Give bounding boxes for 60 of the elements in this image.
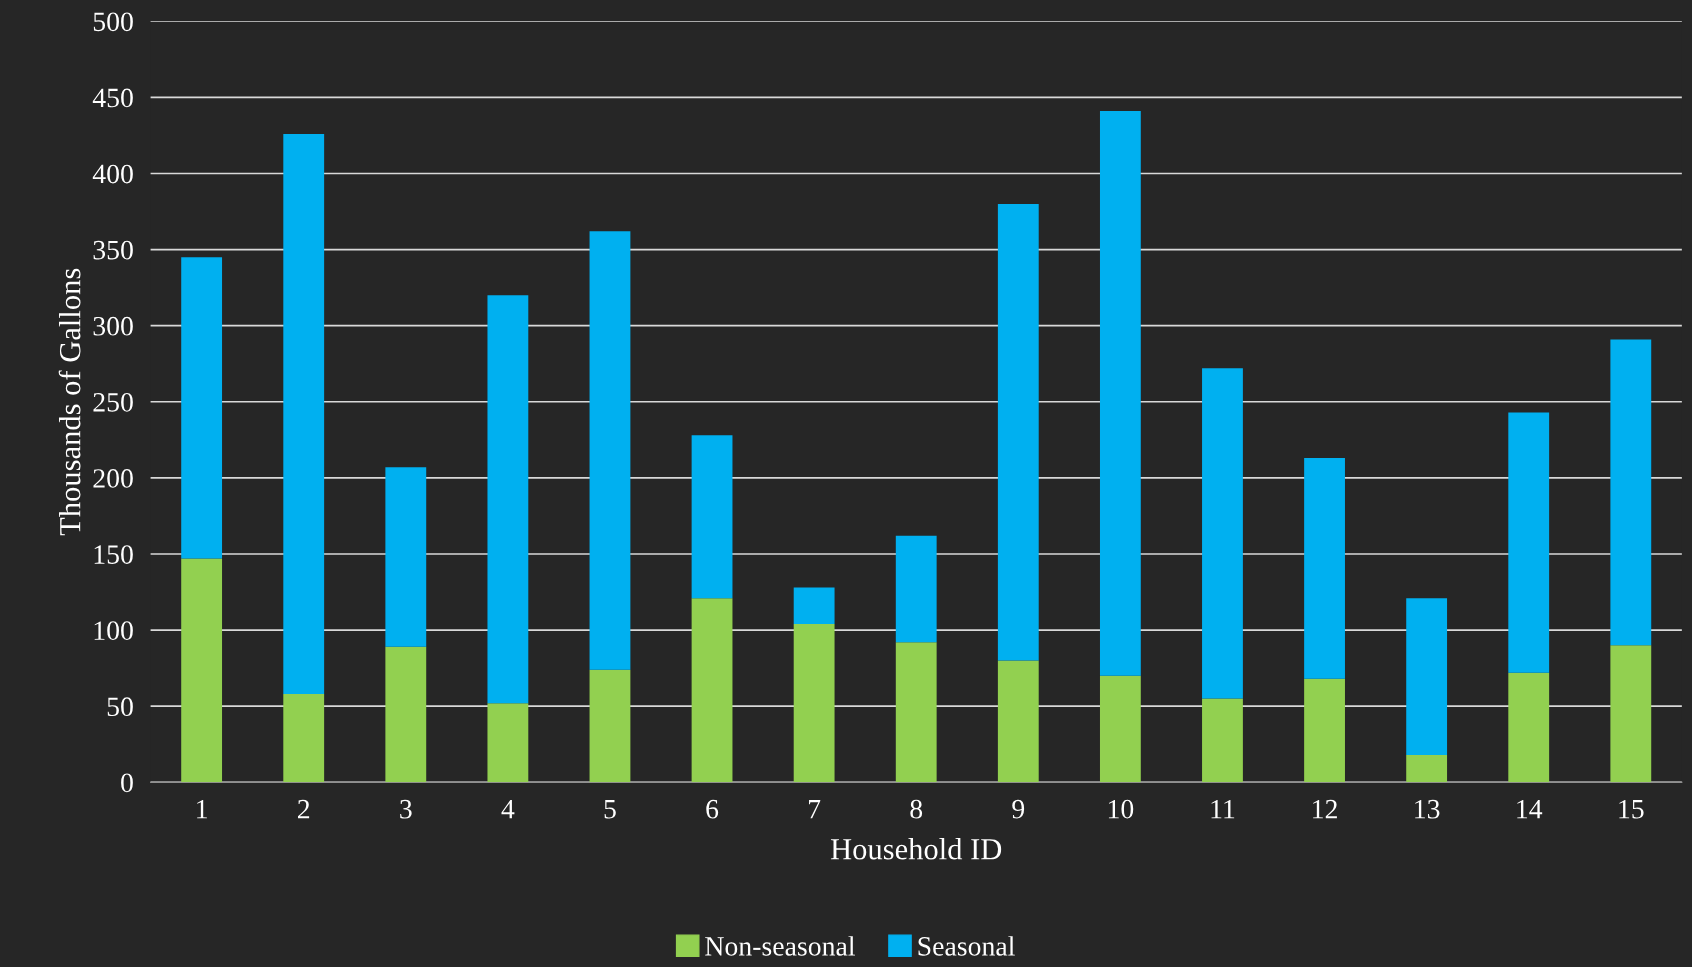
x-tick-label: 12 bbox=[1313, 799, 1337, 819]
x-tick-label: 9 bbox=[1012, 799, 1025, 819]
x-tick-label: 1 bbox=[197, 799, 207, 819]
y-tick-label: 350 bbox=[93, 240, 133, 260]
bar bbox=[1406, 754, 1448, 783]
bar bbox=[793, 587, 835, 625]
y-axis-title: Thousands of Gallons bbox=[58, 268, 81, 536]
y-tick-label: 0 bbox=[121, 773, 133, 793]
bar bbox=[1202, 368, 1243, 699]
x-tick-label: 11 bbox=[1211, 799, 1235, 819]
bar bbox=[997, 203, 1039, 661]
x-tick-label: 5 bbox=[604, 800, 616, 819]
bar bbox=[1610, 645, 1652, 783]
y-tick-label: 400 bbox=[92, 164, 133, 184]
bar bbox=[589, 231, 631, 670]
bar bbox=[1202, 698, 1243, 783]
bar bbox=[385, 646, 427, 783]
y-tick-label: 300 bbox=[93, 316, 133, 336]
bar bbox=[1304, 458, 1345, 679]
y-tick-label: 50 bbox=[107, 697, 133, 717]
bar bbox=[1099, 111, 1141, 676]
x-tick-label: 15 bbox=[1619, 799, 1644, 819]
legend-label: Seasonal bbox=[918, 936, 1015, 956]
bar bbox=[181, 558, 223, 783]
y-tick-label: 200 bbox=[93, 469, 133, 488]
y-tick-label: 100 bbox=[94, 621, 133, 641]
bar bbox=[487, 703, 529, 783]
y-tick-label: 450 bbox=[92, 88, 133, 108]
bar bbox=[589, 669, 631, 783]
bar bbox=[997, 660, 1039, 783]
bar bbox=[181, 257, 223, 559]
bar bbox=[1099, 675, 1141, 783]
x-tick-label: 8 bbox=[910, 799, 923, 819]
x-tick-label: 2 bbox=[297, 799, 310, 819]
x-axis-title: Household ID bbox=[830, 838, 1002, 860]
bar bbox=[487, 295, 529, 704]
x-tick-label: 4 bbox=[501, 799, 515, 819]
bar bbox=[1508, 672, 1550, 783]
bar bbox=[1304, 678, 1345, 783]
y-tick-label: 500 bbox=[93, 12, 133, 32]
x-tick-label: 14 bbox=[1517, 799, 1543, 819]
bar bbox=[283, 133, 325, 695]
y-tick-label: 150 bbox=[94, 545, 133, 564]
bar bbox=[691, 435, 733, 599]
legend-label: Non-seasonal bbox=[705, 936, 855, 956]
bar bbox=[691, 598, 733, 783]
bar bbox=[1406, 598, 1448, 755]
bar bbox=[1508, 412, 1550, 673]
bar bbox=[793, 624, 835, 783]
x-tick-label: 6 bbox=[706, 799, 719, 819]
bar bbox=[283, 694, 325, 783]
x-tick-label: 3 bbox=[400, 799, 412, 819]
bar bbox=[895, 535, 937, 643]
x-tick-label: 13 bbox=[1415, 799, 1440, 819]
bar bbox=[385, 467, 427, 647]
x-tick-label: 10 bbox=[1108, 799, 1134, 819]
x-tick-label: 7 bbox=[809, 800, 821, 819]
y-tick-label: 250 bbox=[93, 392, 133, 412]
bar bbox=[895, 642, 937, 783]
bar bbox=[1610, 339, 1652, 646]
